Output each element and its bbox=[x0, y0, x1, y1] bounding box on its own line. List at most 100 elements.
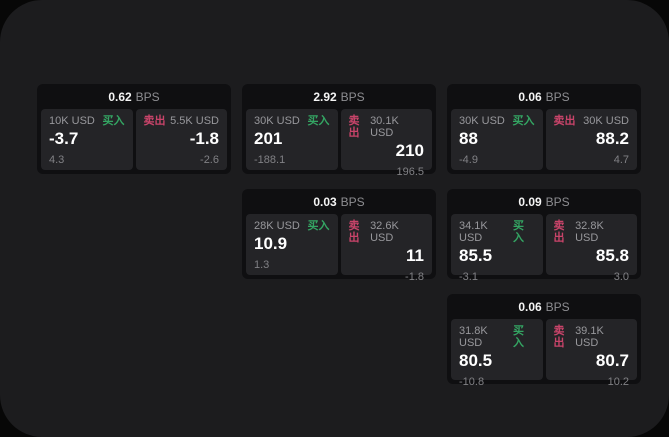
sell-top-row: 卖出 39.1K USD bbox=[554, 325, 630, 349]
buy-panel[interactable]: 34.1K USD 买入 85.5 -3.1 bbox=[451, 214, 543, 283]
buy-size: 34.1K USD bbox=[459, 220, 488, 244]
quote-panels: 30K USD 买入 88 -4.9 卖出 30K USD 88.2 4.7 bbox=[447, 109, 641, 174]
quote-panels: 34.1K USD 买入 85.5 -3.1 卖出 32.8K USD 85.8… bbox=[447, 214, 641, 283]
sell-sub-value: 4.7 bbox=[613, 154, 629, 166]
buy-size: 28K USD bbox=[254, 220, 300, 232]
buy-price: 85.5 bbox=[459, 246, 493, 265]
buy-size: 30K USD bbox=[254, 115, 300, 127]
card-header: 2.92 BPS bbox=[242, 84, 436, 109]
buy-panel[interactable]: 30K USD 买入 88 -4.9 bbox=[451, 109, 543, 170]
bps-unit-label: BPS bbox=[545, 89, 570, 104]
sell-sub-value: 10.2 bbox=[607, 376, 629, 388]
quote-card: 0.06 BPS 31.8K USD 买入 80.5 -10.8 卖出 39.1… bbox=[447, 294, 641, 388]
buy-top-row: 30K USD 买入 bbox=[254, 115, 330, 127]
buy-panel[interactable]: 30K USD 买入 201 -188.1 bbox=[246, 109, 338, 170]
buy-top-row: 30K USD 买入 bbox=[459, 115, 535, 127]
sell-sub-value: 3.0 bbox=[613, 271, 629, 283]
bps-unit-label: BPS bbox=[545, 299, 570, 314]
sell-price: 80.7 bbox=[595, 351, 629, 370]
buy-label: 买入 bbox=[307, 115, 330, 127]
buy-panel[interactable]: 31.8K USD 买入 80.5 -10.8 bbox=[451, 319, 543, 388]
card-header: 0.06 BPS bbox=[447, 294, 641, 319]
buy-top-row: 10K USD 买入 bbox=[49, 115, 125, 127]
buy-sub-value: -3.1 bbox=[459, 271, 478, 283]
sell-price: -1.8 bbox=[189, 129, 219, 148]
sell-top-row: 卖出 5.5K USD bbox=[144, 115, 220, 127]
sell-price: 88.2 bbox=[595, 129, 629, 148]
quote-panels: 10K USD 买入 -3.7 4.3 卖出 5.5K USD -1.8 -2.… bbox=[37, 109, 231, 174]
sell-panel[interactable]: 卖出 30K USD 88.2 4.7 bbox=[545, 109, 637, 170]
buy-price: -3.7 bbox=[49, 129, 79, 148]
buy-price: 88 bbox=[459, 129, 478, 148]
buy-top-row: 28K USD 买入 bbox=[254, 220, 330, 232]
sell-label: 卖出 bbox=[553, 220, 565, 244]
buy-size: 30K USD bbox=[459, 115, 505, 127]
sell-price: 210 bbox=[395, 141, 424, 160]
bps-unit-label: BPS bbox=[135, 89, 160, 104]
bps-value: 0.09 bbox=[518, 194, 542, 209]
bps-unit-label: BPS bbox=[340, 194, 365, 209]
sell-label: 卖出 bbox=[348, 115, 360, 139]
bps-unit-label: BPS bbox=[340, 89, 365, 104]
buy-sub-value: 4.3 bbox=[49, 154, 65, 166]
sell-sub-value: 196.5 bbox=[396, 166, 424, 178]
sell-panel[interactable]: 卖出 32.6K USD 11 -1.8 bbox=[340, 214, 432, 283]
card-header: 0.06 BPS bbox=[447, 84, 641, 109]
bps-value: 0.03 bbox=[313, 194, 337, 209]
sell-price: 11 bbox=[406, 246, 424, 265]
buy-sub-value: -10.8 bbox=[459, 376, 485, 388]
buy-label: 买入 bbox=[512, 220, 524, 244]
sell-size: 32.6K USD bbox=[370, 220, 399, 244]
buy-label: 买入 bbox=[512, 115, 535, 127]
quote-card: 0.62 BPS 10K USD 买入 -3.7 4.3 卖出 5.5K USD… bbox=[37, 84, 231, 174]
sell-size: 32.8K USD bbox=[575, 220, 604, 244]
sell-label: 卖出 bbox=[348, 220, 360, 244]
sell-panel[interactable]: 卖出 5.5K USD -1.8 -2.6 bbox=[135, 109, 227, 170]
sell-sub-value: -2.6 bbox=[200, 154, 219, 166]
sell-panel[interactable]: 卖出 39.1K USD 80.7 10.2 bbox=[545, 319, 637, 388]
sell-label: 卖出 bbox=[553, 115, 576, 127]
quote-panels: 28K USD 买入 10.9 1.3 卖出 32.6K USD 11 -1.8 bbox=[242, 214, 436, 283]
card-header: 0.62 BPS bbox=[37, 84, 231, 109]
buy-label: 买入 bbox=[512, 325, 524, 349]
buy-price: 201 bbox=[254, 129, 283, 148]
sell-size: 39.1K USD bbox=[575, 325, 604, 349]
buy-sub-value: 1.3 bbox=[254, 259, 270, 271]
sell-panel[interactable]: 卖出 30.1K USD 210 196.5 bbox=[340, 109, 432, 178]
bps-value: 2.92 bbox=[313, 89, 337, 104]
bps-value: 0.62 bbox=[108, 89, 132, 104]
quote-card: 2.92 BPS 30K USD 买入 201 -188.1 卖出 30.1K … bbox=[242, 84, 436, 178]
buy-top-row: 31.8K USD 买入 bbox=[459, 325, 535, 349]
sell-top-row: 卖出 32.8K USD bbox=[554, 220, 630, 244]
buy-sub-value: -188.1 bbox=[254, 154, 286, 166]
buy-panel[interactable]: 28K USD 买入 10.9 1.3 bbox=[246, 214, 338, 275]
card-header: 0.09 BPS bbox=[447, 189, 641, 214]
bps-value: 0.06 bbox=[518, 299, 542, 314]
buy-size: 31.8K USD bbox=[459, 325, 488, 349]
buy-label: 买入 bbox=[307, 220, 330, 232]
bps-value: 0.06 bbox=[518, 89, 542, 104]
sell-top-row: 卖出 30.1K USD bbox=[349, 115, 425, 139]
quote-card: 0.09 BPS 34.1K USD 买入 85.5 -3.1 卖出 32.8K… bbox=[447, 189, 641, 283]
quote-card: 0.06 BPS 30K USD 买入 88 -4.9 卖出 30K USD 8… bbox=[447, 84, 641, 174]
sell-size: 30.1K USD bbox=[370, 115, 399, 139]
sell-label: 卖出 bbox=[143, 115, 166, 127]
sell-size: 30K USD bbox=[583, 115, 629, 127]
sell-top-row: 卖出 32.6K USD bbox=[349, 220, 425, 244]
buy-top-row: 34.1K USD 买入 bbox=[459, 220, 535, 244]
buy-panel[interactable]: 10K USD 买入 -3.7 4.3 bbox=[41, 109, 133, 170]
buy-sub-value: -4.9 bbox=[459, 154, 478, 166]
buy-label: 买入 bbox=[102, 115, 125, 127]
quote-card: 0.03 BPS 28K USD 买入 10.9 1.3 卖出 32.6K US… bbox=[242, 189, 436, 283]
sell-panel[interactable]: 卖出 32.8K USD 85.8 3.0 bbox=[545, 214, 637, 283]
bps-unit-label: BPS bbox=[545, 194, 570, 209]
buy-price: 80.5 bbox=[459, 351, 493, 370]
sell-top-row: 卖出 30K USD bbox=[554, 115, 630, 127]
buy-price: 10.9 bbox=[254, 234, 288, 253]
sell-sub-value: -1.8 bbox=[405, 271, 424, 283]
card-header: 0.03 BPS bbox=[242, 189, 436, 214]
sell-size: 5.5K USD bbox=[170, 115, 219, 127]
quote-panels: 31.8K USD 买入 80.5 -10.8 卖出 39.1K USD 80.… bbox=[447, 319, 641, 388]
quote-panels: 30K USD 买入 201 -188.1 卖出 30.1K USD 210 1… bbox=[242, 109, 436, 178]
